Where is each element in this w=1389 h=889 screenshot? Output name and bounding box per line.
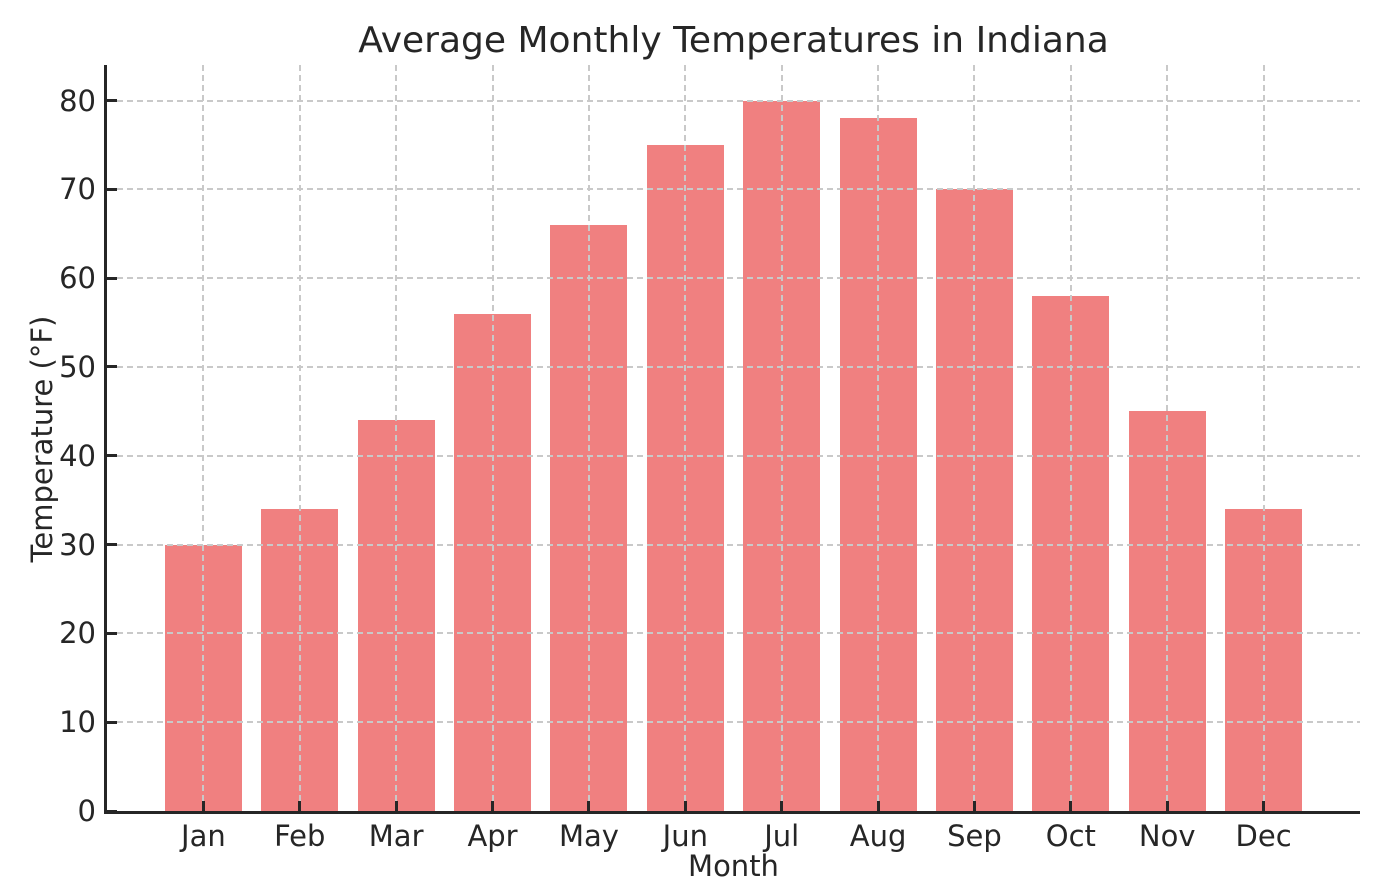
h-gridline [107,277,1360,280]
v-gridline [877,65,880,811]
chart-title: Average Monthly Temperatures in Indiana [358,20,1109,61]
x-tick-mark [683,801,687,811]
v-gridline [1069,65,1072,811]
y-tick-mark [107,276,117,280]
x-tick-label: Feb [274,819,326,853]
y-tick-mark [107,365,117,369]
y-tick-mark [107,187,117,191]
x-tick-mark [876,801,880,811]
x-tick-mark [394,801,398,811]
y-tick-label: 40 [59,438,96,473]
h-gridline [107,365,1360,368]
x-tick-mark [587,801,591,811]
x-tick-mark [1165,801,1169,811]
y-tick-mark [107,99,117,103]
y-axis-label: Temperature (°F) [25,315,59,563]
x-tick-mark [1069,801,1073,811]
v-gridline [780,65,783,811]
y-tick-label: 80 [59,83,96,118]
x-tick-label: Oct [1045,819,1096,853]
v-gridline [973,65,976,811]
y-tick-label: 10 [59,705,96,740]
h-gridline [107,543,1360,546]
y-tick-label: 70 [59,172,96,207]
h-gridline [107,188,1360,191]
x-tick-label: Jan [181,819,226,853]
v-gridline [587,65,590,811]
x-tick-mark [201,801,205,811]
x-tick-label: May [558,819,619,853]
x-tick-label: Aug [849,819,907,853]
x-tick-label: Sep [947,819,1002,853]
h-gridline [107,721,1360,724]
x-axis-label: Month [688,849,779,883]
y-tick-mark [107,720,117,724]
x-tick-label: Dec [1235,819,1292,853]
x-tick-label: Nov [1138,819,1196,853]
x-tick-label: Jul [764,819,800,853]
x-axis-spine [104,811,1360,814]
y-tick-mark [107,543,117,547]
x-tick-mark [491,801,495,811]
h-gridline [107,454,1360,457]
v-gridline [1166,65,1169,811]
v-gridline [395,65,398,811]
v-gridline [491,65,494,811]
y-tick-label: 0 [77,794,96,828]
v-gridline [298,65,301,811]
v-gridline [1262,65,1265,811]
v-gridline [684,65,687,811]
h-gridline [107,632,1360,635]
y-tick-label: 30 [59,527,96,562]
y-axis-spine [104,65,107,814]
x-tick-mark [1262,801,1266,811]
x-tick-label: Jun [662,819,708,853]
y-tick-mark [107,454,117,458]
y-tick-label: 60 [59,261,96,296]
v-gridline [202,65,205,811]
y-tick-label: 50 [59,349,96,384]
x-tick-mark [972,801,976,811]
y-tick-mark [107,631,117,635]
x-tick-label: Mar [368,819,424,853]
x-tick-label: Apr [467,819,518,853]
x-tick-mark [298,801,302,811]
h-gridline [107,99,1360,102]
plot-area [104,65,1360,814]
x-tick-mark [780,801,784,811]
y-tick-label: 20 [59,616,96,651]
